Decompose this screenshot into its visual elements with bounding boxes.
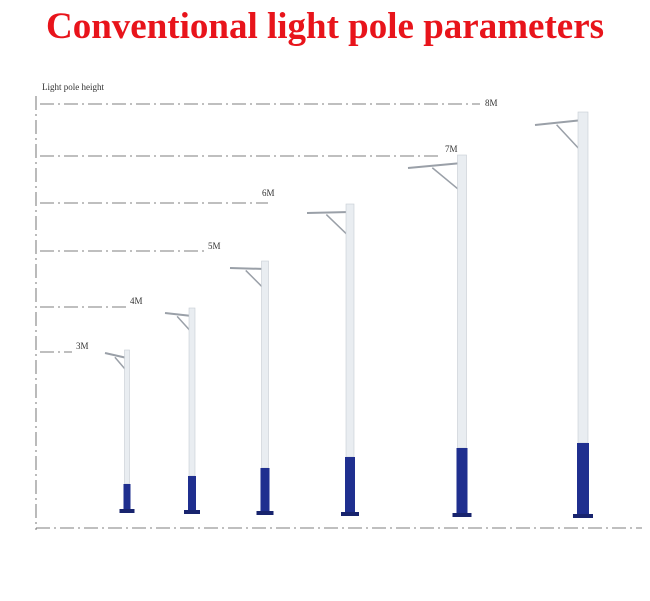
pole-arm <box>407 162 463 169</box>
pole-arm <box>164 312 193 317</box>
height-label: 8M <box>485 98 498 108</box>
pole-arm <box>306 211 351 214</box>
pole-shaft <box>261 260 269 469</box>
pole-base <box>456 448 468 516</box>
height-label: 3M <box>76 341 89 351</box>
pole-base <box>577 443 589 517</box>
pole-base <box>345 457 355 515</box>
pole-shaft <box>188 307 196 477</box>
pole-foot <box>573 514 593 518</box>
axis-label: Light pole height <box>42 82 104 92</box>
title: Conventional light pole parameters <box>46 6 604 47</box>
pole-base <box>260 468 270 514</box>
pole-base <box>123 484 131 512</box>
height-label: 5M <box>208 241 221 251</box>
pole-shaft <box>345 203 355 458</box>
pole-foot <box>119 509 135 513</box>
pole-arm <box>229 267 266 270</box>
height-label: 4M <box>130 296 143 306</box>
pole-foot <box>256 511 274 515</box>
pole-brace <box>431 167 463 193</box>
height-label: 7M <box>445 144 458 154</box>
pole-shaft <box>457 154 467 449</box>
pole-foot <box>341 512 359 516</box>
height-label: 6M <box>262 188 275 198</box>
pole-base <box>188 476 196 513</box>
pole-foot <box>184 510 200 514</box>
pole-arm <box>104 352 128 359</box>
pole-shaft <box>577 111 589 444</box>
pole-foot <box>452 513 472 517</box>
pole-shaft <box>124 349 130 485</box>
pole-arm <box>534 119 584 126</box>
